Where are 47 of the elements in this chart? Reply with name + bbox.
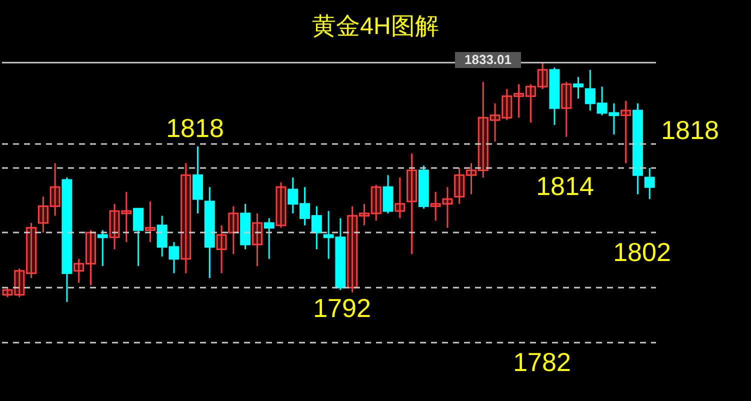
candlestick [2, 286, 13, 298]
candlestick [430, 191, 441, 222]
candlestick [454, 167, 465, 205]
chart-title: 黄金4H图解 [311, 12, 440, 42]
candlestick [276, 182, 286, 229]
candlestick [74, 258, 84, 284]
candlestick [192, 146, 204, 214]
candlestick [252, 212, 262, 267]
candlestick [121, 191, 132, 243]
candlestick [347, 205, 358, 294]
annotation: 1792 [312, 292, 372, 324]
candlestick [573, 76, 584, 100]
text: 1818 [660, 114, 720, 146]
text: 1782 [512, 346, 572, 378]
candlestick [561, 81, 572, 138]
candlestick [180, 162, 192, 274]
candlestick [514, 83, 524, 118]
candlestick [442, 186, 453, 229]
candlestick [109, 203, 120, 250]
candlestick [394, 176, 406, 219]
annotation: 1814 [535, 170, 595, 202]
candlestick [358, 203, 370, 226]
candlestick [26, 222, 37, 279]
candlestick [490, 102, 500, 142]
candlestick [370, 184, 382, 222]
candlestick [50, 162, 60, 217]
candlestick [478, 81, 488, 178]
candlestick [144, 200, 156, 243]
annotation: 1833.01 [455, 52, 521, 68]
candlestick [537, 62, 548, 90]
candlestick [264, 217, 274, 260]
candlestick [644, 167, 655, 200]
candlestick [97, 229, 108, 267]
candlestick [406, 152, 418, 255]
candlestick [38, 196, 48, 234]
candlestick [14, 268, 25, 298]
candlestick [466, 162, 476, 196]
candlestick [216, 224, 227, 274]
annotation: 1802 [612, 236, 672, 268]
candlestick [85, 229, 96, 286]
candlestick [133, 208, 144, 267]
candlestick [382, 174, 394, 214]
candlestick [228, 205, 239, 255]
candlestick [502, 88, 512, 121]
candlestick [525, 83, 536, 124]
annotation: 1818 [165, 112, 225, 144]
candlestick [620, 100, 632, 164]
